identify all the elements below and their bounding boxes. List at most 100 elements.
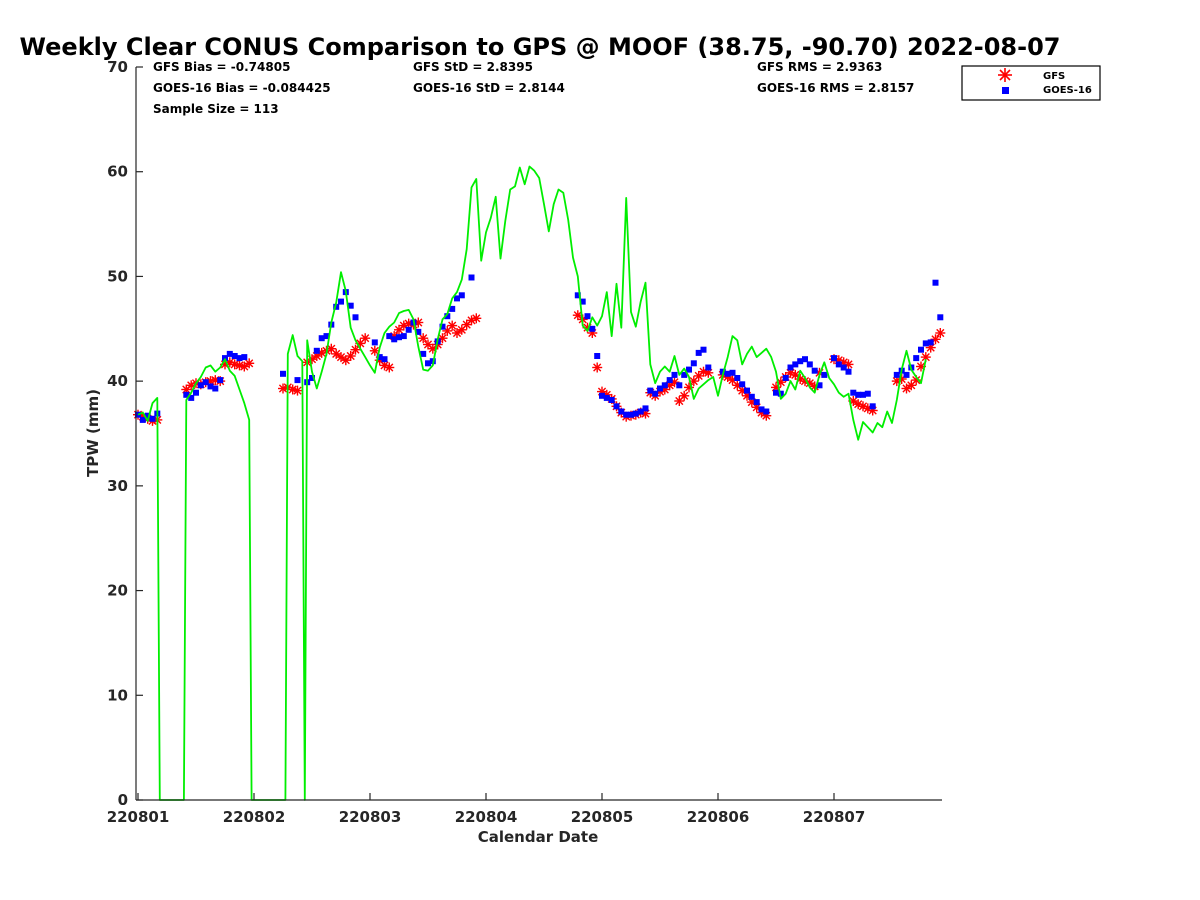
y-tick-label: 10 bbox=[107, 686, 128, 704]
y-tick-label: 50 bbox=[107, 267, 128, 285]
goes16-point bbox=[893, 371, 900, 378]
goes16-point bbox=[739, 381, 746, 388]
goes16-point bbox=[628, 411, 634, 418]
gfs-point bbox=[679, 390, 690, 401]
goes16-point bbox=[777, 390, 784, 397]
goes16-point bbox=[323, 333, 330, 340]
goes16-point bbox=[347, 302, 354, 309]
goes16-point bbox=[773, 389, 779, 396]
goes16-point bbox=[686, 366, 692, 373]
gfs-point bbox=[345, 351, 356, 361]
gfs-point bbox=[369, 345, 380, 356]
goes16-point bbox=[603, 394, 610, 401]
goes16-point bbox=[400, 333, 407, 340]
goes16-point bbox=[637, 408, 644, 415]
goes16-point bbox=[222, 355, 228, 362]
goes16-point bbox=[381, 356, 388, 363]
goes16-point bbox=[748, 393, 755, 400]
goes16-point bbox=[913, 355, 920, 362]
goes16-point bbox=[927, 339, 934, 346]
gfs-point bbox=[350, 344, 361, 355]
goes16-point bbox=[589, 325, 596, 332]
goes16-point bbox=[454, 295, 460, 302]
goes16-point bbox=[937, 314, 944, 321]
goes16-point bbox=[811, 367, 818, 374]
goes16-point bbox=[797, 358, 804, 365]
x-tick-label: 220801 bbox=[107, 808, 170, 826]
goes16-point bbox=[396, 334, 402, 341]
goes16-point bbox=[661, 382, 668, 389]
goes16-point bbox=[792, 361, 799, 368]
y-tick-label: 30 bbox=[107, 477, 128, 495]
goes16-point bbox=[458, 292, 465, 299]
goes16-point bbox=[666, 377, 673, 384]
goes16-point bbox=[681, 371, 688, 378]
goes16-point bbox=[623, 411, 630, 418]
goes16-point bbox=[835, 361, 842, 368]
plot-area bbox=[133, 165, 946, 801]
goes16-point bbox=[594, 353, 601, 359]
goes16-point bbox=[391, 336, 398, 343]
goes16-point bbox=[449, 305, 456, 312]
gfs-std-stat: GFS StD = 2.8395 bbox=[413, 60, 533, 74]
goes16-point bbox=[405, 326, 412, 333]
goes-rms-stat: GOES-16 RMS = 2.8157 bbox=[757, 81, 914, 95]
goes16-point bbox=[671, 371, 678, 378]
goes16-point bbox=[599, 392, 605, 399]
goes16-point bbox=[226, 350, 233, 357]
goes16-point bbox=[386, 333, 393, 340]
goes16-point bbox=[855, 391, 862, 398]
gfs-point bbox=[244, 358, 255, 369]
goes16-point bbox=[371, 339, 378, 346]
goes16-point bbox=[579, 298, 586, 305]
goes16-point bbox=[840, 364, 847, 371]
x-tick-label: 220805 bbox=[571, 808, 634, 826]
goes16-point bbox=[782, 375, 789, 381]
goes16-point bbox=[758, 406, 765, 413]
gfs-bias-stat: GFS Bias = -0.74805 bbox=[153, 60, 290, 74]
y-tick-label: 0 bbox=[118, 791, 128, 809]
y-tick-label: 40 bbox=[107, 372, 128, 390]
goes16-point bbox=[241, 354, 248, 361]
goes16-point bbox=[188, 394, 195, 401]
goes16-point bbox=[425, 360, 431, 367]
gfs-point bbox=[360, 333, 371, 344]
goes16-point bbox=[690, 360, 697, 367]
gfs-point bbox=[471, 313, 482, 324]
goes16-point bbox=[734, 375, 741, 381]
goes16-point bbox=[333, 303, 340, 310]
goes16-point bbox=[864, 390, 871, 397]
goes16-point bbox=[860, 391, 866, 398]
goes16-point bbox=[657, 385, 663, 392]
goes16-point bbox=[642, 405, 649, 412]
goes16-point bbox=[144, 412, 151, 419]
goes16-point bbox=[376, 354, 383, 361]
goes-std-stat: GOES-16 StD = 2.8144 bbox=[413, 81, 565, 95]
goes16-point bbox=[845, 368, 852, 375]
goes16-point bbox=[787, 364, 794, 371]
goes16-point bbox=[149, 415, 156, 422]
chart-title: Weekly Clear CONUS Comparison to GPS @ M… bbox=[20, 33, 1061, 61]
goes16-point bbox=[231, 353, 238, 359]
goes16-point bbox=[280, 370, 286, 377]
x-axis-label: Calendar Date bbox=[478, 828, 599, 846]
legend-box bbox=[961, 65, 1101, 101]
goes16-point bbox=[763, 408, 770, 415]
goes16-point bbox=[932, 279, 939, 286]
y-tick-label: 60 bbox=[107, 163, 128, 181]
goes16-point bbox=[922, 340, 929, 347]
goes16-point bbox=[313, 347, 320, 354]
goes16-point bbox=[802, 356, 808, 363]
legend-gfs-label: GFS bbox=[1043, 71, 1065, 82]
goes16-point bbox=[294, 377, 301, 384]
goes16-point bbox=[695, 349, 702, 356]
goes16-point bbox=[869, 403, 876, 410]
goes16-point bbox=[608, 397, 615, 403]
legend-goes-marker bbox=[1002, 87, 1009, 94]
goes16-point bbox=[744, 387, 750, 394]
goes16-point bbox=[236, 355, 243, 362]
goes16-point bbox=[318, 335, 325, 342]
gfs-point bbox=[935, 328, 946, 338]
sample-size-stat: Sample Size = 113 bbox=[153, 102, 279, 116]
